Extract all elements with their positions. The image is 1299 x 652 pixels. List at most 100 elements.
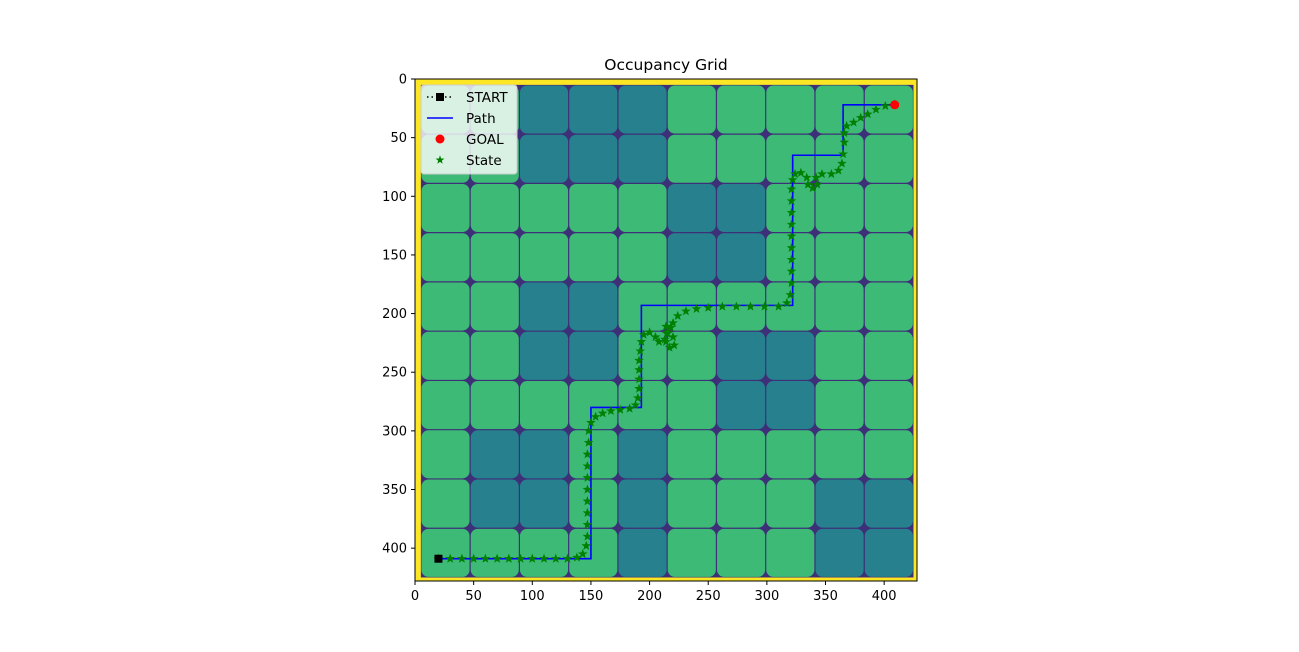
state-point (759, 301, 770, 311)
state-point (880, 100, 891, 111)
state-point (817, 168, 827, 179)
occupied-cell (569, 282, 618, 331)
state-point (582, 472, 593, 482)
occupied-cell (519, 282, 569, 331)
state-point (841, 120, 852, 131)
state-point (606, 405, 616, 416)
free-cell (667, 430, 716, 479)
state-point (661, 336, 671, 346)
free-cell (519, 183, 569, 233)
free-cell (421, 528, 470, 577)
state-point (731, 301, 742, 311)
occupied-cell (569, 331, 618, 380)
state-point (582, 507, 593, 518)
state-layer (433, 99, 900, 563)
free-cell (667, 331, 716, 380)
x-tick-label: 0 (411, 589, 419, 604)
occupied-cell (864, 528, 913, 577)
free-cell (519, 528, 569, 577)
state-point (665, 322, 676, 332)
y-tick-label: 150 (382, 248, 407, 263)
state-point (717, 301, 728, 311)
free-cell (470, 528, 519, 577)
free-cell (717, 282, 766, 331)
path-layer (438, 104, 895, 560)
occupied-cell (717, 183, 766, 233)
state-point (661, 321, 671, 331)
marker-layer (434, 100, 900, 563)
state-point (590, 411, 601, 421)
state-point (668, 317, 678, 328)
legend-label: START (466, 90, 508, 106)
occupied-cell (717, 381, 766, 430)
free-cell (864, 233, 913, 282)
occupied-cell (667, 233, 716, 282)
state-point (635, 346, 646, 356)
state-point (624, 403, 635, 413)
state-point (638, 329, 649, 339)
occupied-cell (519, 134, 569, 183)
legend-label: State (466, 153, 502, 169)
state-point (801, 172, 812, 182)
state-point (644, 327, 655, 337)
free-cell (667, 479, 716, 528)
x-tick-label: 250 (696, 589, 721, 604)
free-cell (618, 381, 667, 430)
state-point (582, 531, 593, 541)
state-point (664, 342, 675, 352)
state-point (583, 425, 594, 435)
state-point (803, 179, 813, 189)
free-cell (864, 430, 913, 479)
state-point (492, 553, 502, 563)
state-point (773, 301, 784, 311)
y-tick-label: 200 (382, 307, 407, 322)
free-cell (519, 233, 569, 282)
free-cell (667, 381, 716, 430)
free-cell (864, 85, 913, 134)
y-tick-label: 250 (382, 366, 407, 381)
x-tick-label: 150 (579, 589, 604, 604)
state-point (786, 242, 797, 252)
free-cell (421, 183, 470, 233)
state-point (839, 127, 850, 138)
free-cell (421, 479, 470, 528)
state-point (862, 109, 873, 119)
y-tick-label: 400 (382, 542, 407, 557)
state-point (597, 408, 608, 418)
x-tick-label: 50 (465, 589, 482, 604)
state-point (871, 104, 881, 114)
state-point (562, 553, 573, 563)
state-point (468, 553, 479, 563)
y-tick-label: 50 (390, 131, 407, 146)
occupied-cell (717, 233, 766, 282)
state-point (527, 553, 538, 563)
free-cell (815, 134, 864, 183)
state-point (582, 519, 593, 529)
occupied-cell (815, 479, 864, 528)
free-cell (470, 282, 519, 331)
state-point (787, 174, 798, 184)
plot-frame (414, 78, 918, 582)
legend-goal-marker (435, 134, 445, 144)
state-point (550, 553, 561, 563)
state-point (630, 400, 641, 410)
free-cell (470, 381, 519, 430)
free-cell (667, 85, 716, 134)
state-point (786, 184, 797, 194)
state-point (634, 383, 644, 393)
state-point (786, 219, 797, 229)
state-point (634, 374, 644, 384)
occupied-cell (766, 381, 815, 430)
occupied-cell (519, 331, 569, 380)
state-point (650, 331, 661, 342)
free-cell (815, 381, 864, 430)
state-point (586, 417, 596, 427)
occupied-cell (618, 134, 667, 183)
x-tick-label: 200 (637, 589, 662, 604)
free-cell (667, 134, 716, 183)
free-cell (618, 233, 667, 282)
legend-box (420, 84, 518, 175)
free-cell (470, 233, 519, 282)
free-cell (618, 282, 667, 331)
state-point (480, 553, 491, 563)
